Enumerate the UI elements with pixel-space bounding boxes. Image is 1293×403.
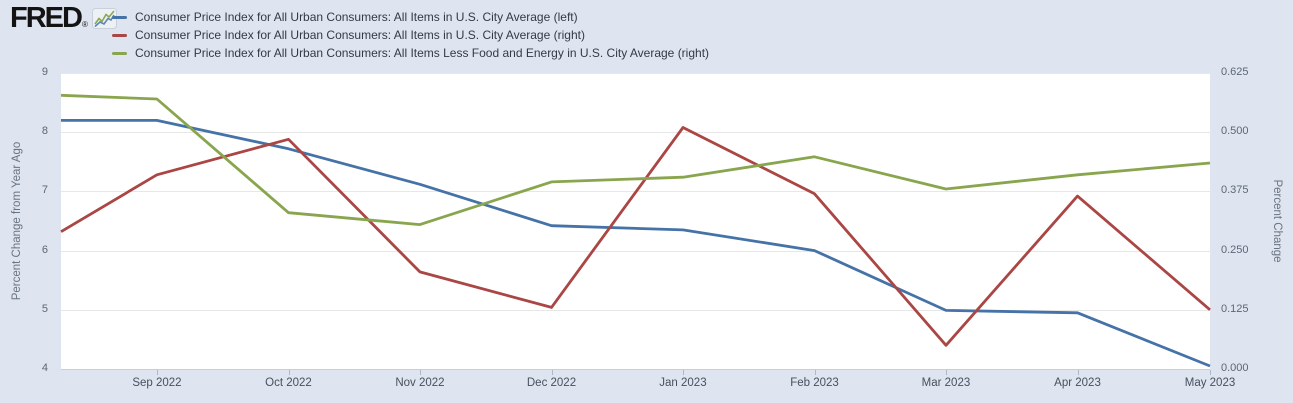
x-axis-tick-label: Feb 2023 bbox=[790, 377, 839, 389]
y-axis-right-tick-label: 0.375 bbox=[1221, 184, 1249, 197]
legend-item-cpi-all-items-left: Consumer Price Index for All Urban Consu… bbox=[112, 8, 709, 26]
legend-item-cpi-less-food-energy-right: Consumer Price Index for All Urban Consu… bbox=[112, 44, 709, 62]
x-axis-tick-label: Oct 2022 bbox=[265, 377, 312, 389]
fred-logo-text: FRED bbox=[10, 2, 83, 34]
y-axis-left-tick-label: 7 bbox=[41, 184, 48, 197]
y-axis-right-title: Percent Change bbox=[1271, 179, 1283, 263]
y-axis-left-tick-label: 6 bbox=[41, 243, 48, 256]
legend-swatch-cpi-less-food-energy-right bbox=[112, 51, 127, 55]
y-axis-left-tick-label: 9 bbox=[41, 66, 48, 78]
series-line-cpi-less-food-energy-right bbox=[60, 93, 1211, 227]
series-line-cpi-all-items-left bbox=[61, 119, 1211, 368]
legend-label: Consumer Price Index for All Urban Consu… bbox=[135, 28, 585, 42]
plot-area[interactable] bbox=[61, 73, 1210, 369]
x-axis-tick-label: Jan 2023 bbox=[659, 377, 707, 389]
legend-swatch-cpi-all-items-right bbox=[112, 33, 127, 37]
legend-swatch-cpi-all-items-left bbox=[112, 15, 127, 19]
y-axis-right-tick-label: 0.500 bbox=[1221, 125, 1249, 138]
registered-trademark: ® bbox=[81, 20, 88, 29]
legend-label: Consumer Price Index for All Urban Consu… bbox=[135, 46, 710, 60]
legend: Consumer Price Index for All Urban Consu… bbox=[112, 8, 709, 62]
x-axis-tick-label: Mar 2023 bbox=[921, 377, 971, 389]
header: FRED ® Consumer Price Index for All Urba… bbox=[0, 0, 1293, 62]
y-axis-left-tick-label: 4 bbox=[41, 362, 48, 374]
x-axis-tick-label: Nov 2022 bbox=[395, 377, 445, 389]
x-axis-tick-label: May 2023 bbox=[1184, 377, 1236, 389]
sparkline-chart-icon bbox=[91, 8, 117, 34]
x-axis-tick-label: Sep 2022 bbox=[132, 377, 182, 389]
y-axis-right-tick-label: 0.625 bbox=[1221, 66, 1249, 78]
y-axis-left-tick-label: 5 bbox=[41, 302, 48, 315]
legend-item-cpi-all-items-right: Consumer Price Index for All Urban Consu… bbox=[112, 26, 709, 44]
y-axis-right-tick-label: 0.250 bbox=[1221, 243, 1249, 256]
y-axis-right-tick-label: 0.125 bbox=[1221, 302, 1249, 315]
y-axis-left-title: Percent Change from Year Ago bbox=[11, 141, 23, 301]
x-axis-tick-label: Apr 2023 bbox=[1054, 377, 1101, 389]
x-axis-tick-label: Dec 2022 bbox=[526, 377, 577, 389]
y-axis-left-tick-label: 8 bbox=[41, 125, 48, 138]
legend-label: Consumer Price Index for All Urban Consu… bbox=[135, 10, 578, 24]
y-axis-right-tick-label: 0.000 bbox=[1221, 362, 1249, 374]
fred-logo[interactable]: FRED ® bbox=[10, 2, 117, 34]
